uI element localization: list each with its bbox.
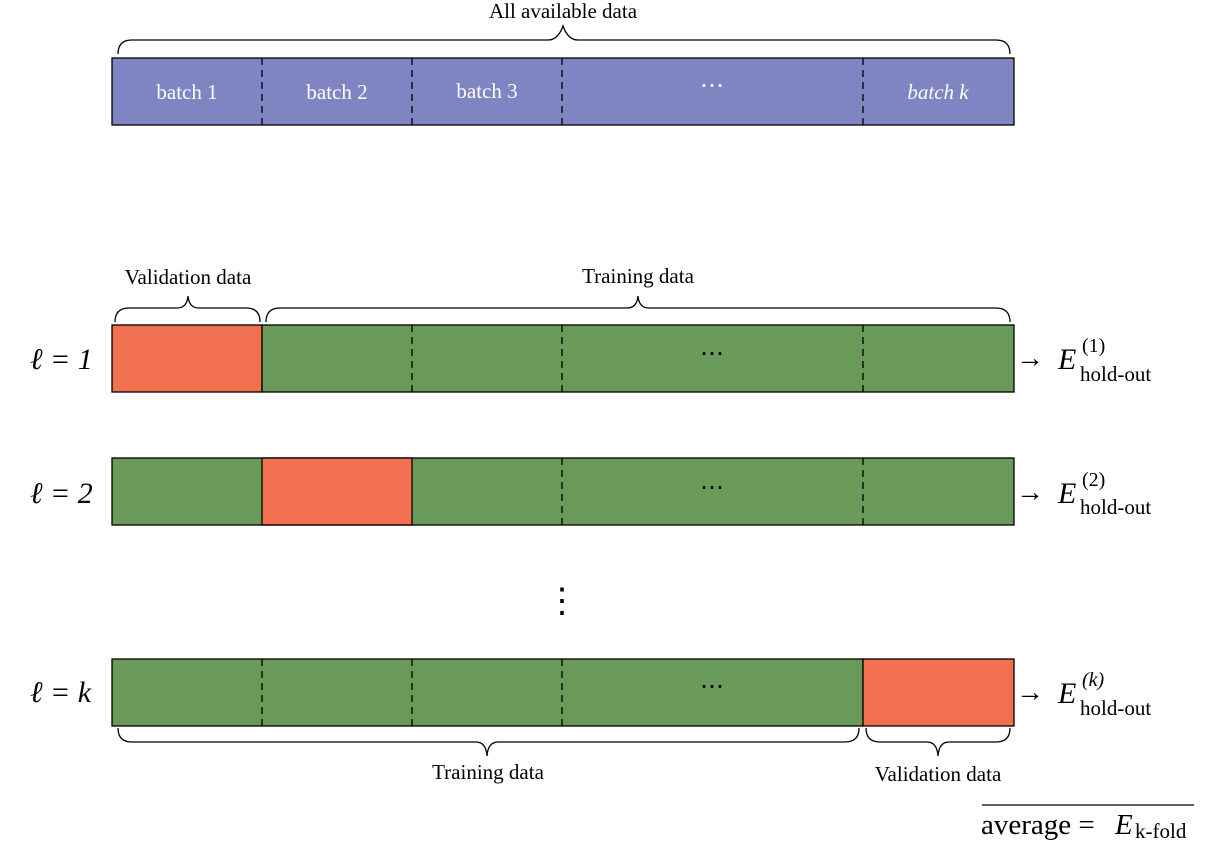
- training-brace-bottom: [117, 727, 860, 757]
- row-1-subscript: hold-out: [1080, 362, 1151, 386]
- row-2-result: → E (2) hold-out: [1016, 469, 1151, 519]
- row-1-arrow: →: [1016, 343, 1044, 374]
- row-2-training-folds: [111, 457, 1015, 526]
- row-1-validation-fold: [111, 324, 263, 393]
- row-k-bar: ⋯: [111, 658, 1015, 727]
- validation-data-label-bottom: Validation data: [875, 762, 1002, 786]
- row-2-ellipsis: ⋯: [700, 475, 724, 501]
- row-1-label: ℓ = 1: [30, 343, 93, 376]
- average-prefix: average =: [981, 809, 1102, 841]
- row-1-ellipsis: ⋯: [700, 341, 724, 367]
- validation-data-label-top: Validation data: [125, 265, 252, 289]
- row-k-subscript: hold-out: [1080, 696, 1151, 720]
- row-k-E: E: [1057, 677, 1076, 710]
- vertical-ellipsis: ⋮: [545, 583, 579, 620]
- row-1-bar: ⋯: [111, 324, 1015, 393]
- validation-brace-bottom: [865, 727, 1011, 757]
- row-k-validation-fold: [862, 658, 1015, 727]
- row-1-training-folds: [261, 324, 1015, 393]
- row-k-superscript: (k): [1082, 669, 1105, 691]
- row-2-label: ℓ = 2: [30, 477, 93, 510]
- row-2-subscript: hold-out: [1080, 495, 1151, 519]
- batch-1-label: batch 1: [156, 80, 217, 104]
- row-k-label: ℓ = k: [30, 676, 92, 709]
- row-2-validation-fold: [261, 457, 413, 526]
- row-1-result: → E (1) hold-out: [1016, 335, 1151, 386]
- all-data-bar: [111, 57, 1015, 126]
- average-formula: average = E k-fold: [981, 809, 1187, 843]
- all-data-label: All available data: [489, 0, 638, 23]
- row-2-superscript: (2): [1082, 469, 1105, 491]
- training-data-label-bottom: Training data: [432, 760, 544, 784]
- row-2-E: E: [1057, 477, 1076, 510]
- row-2-bar: ⋯: [111, 457, 1015, 526]
- row-k-ellipsis: ⋯: [700, 674, 724, 700]
- row-k-arrow: →: [1016, 677, 1044, 708]
- batch-3-label: batch 3: [456, 79, 517, 103]
- row-1-superscript: (1): [1082, 335, 1105, 357]
- batch-2-label: batch 2: [306, 80, 367, 104]
- average-E: E: [1114, 809, 1133, 841]
- average-subscript-text: k-fold: [1135, 819, 1187, 843]
- average-subscript: k-fold: [1135, 819, 1187, 843]
- row-1-E: E: [1057, 343, 1076, 376]
- batch-ellipsis: ⋯: [700, 73, 724, 99]
- training-data-label-top: Training data: [582, 264, 694, 288]
- top-brace: [117, 24, 1011, 55]
- validation-brace-top: [114, 295, 261, 323]
- training-brace-top: [265, 295, 1011, 323]
- batch-k-label: batch k: [907, 80, 969, 104]
- row-k-result: → E (k) hold-out: [1016, 669, 1151, 720]
- row-2-arrow: →: [1016, 477, 1044, 508]
- row-k-training-folds: [111, 658, 864, 727]
